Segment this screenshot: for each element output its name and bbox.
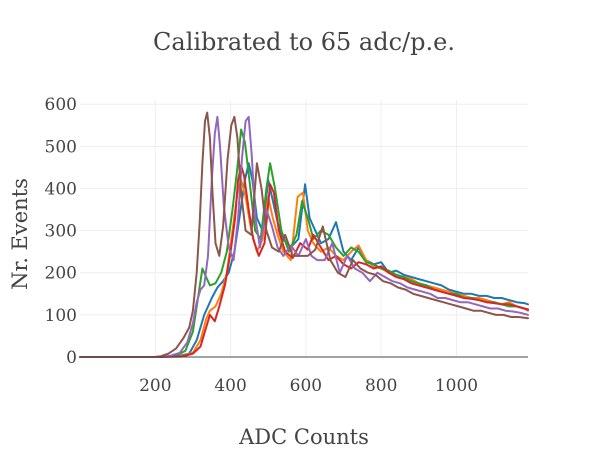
series-line-4: [79, 164, 529, 358]
axes: 200 400 600 800 1000 0 100 200 300 400 500 600: [45, 95, 528, 396]
series-line-1: [79, 162, 529, 358]
chart-title: Calibrated to 65 adc/p.e.: [153, 28, 455, 56]
y-tick-label: 100: [45, 306, 77, 326]
series-line-6: [79, 111, 529, 358]
y-axis-title: Nr. Events: [8, 178, 32, 290]
x-axis-title: ADC Counts: [238, 425, 369, 449]
x-tick-label: 800: [365, 376, 397, 396]
y-tick-label: 400: [45, 179, 77, 199]
series-group: [79, 111, 529, 358]
x-tick-label: 1000: [435, 376, 478, 396]
y-tick-label: 200: [45, 264, 77, 284]
x-tick-label: 600: [290, 376, 322, 396]
y-tick-label: 0: [66, 348, 77, 368]
y-tick-label: 300: [45, 222, 77, 242]
y-tick-label: 600: [45, 95, 77, 115]
y-tick-label: 500: [45, 137, 77, 157]
x-tick-label: 400: [214, 376, 246, 396]
x-tick-label: 200: [139, 376, 171, 396]
gridlines: [80, 100, 528, 357]
